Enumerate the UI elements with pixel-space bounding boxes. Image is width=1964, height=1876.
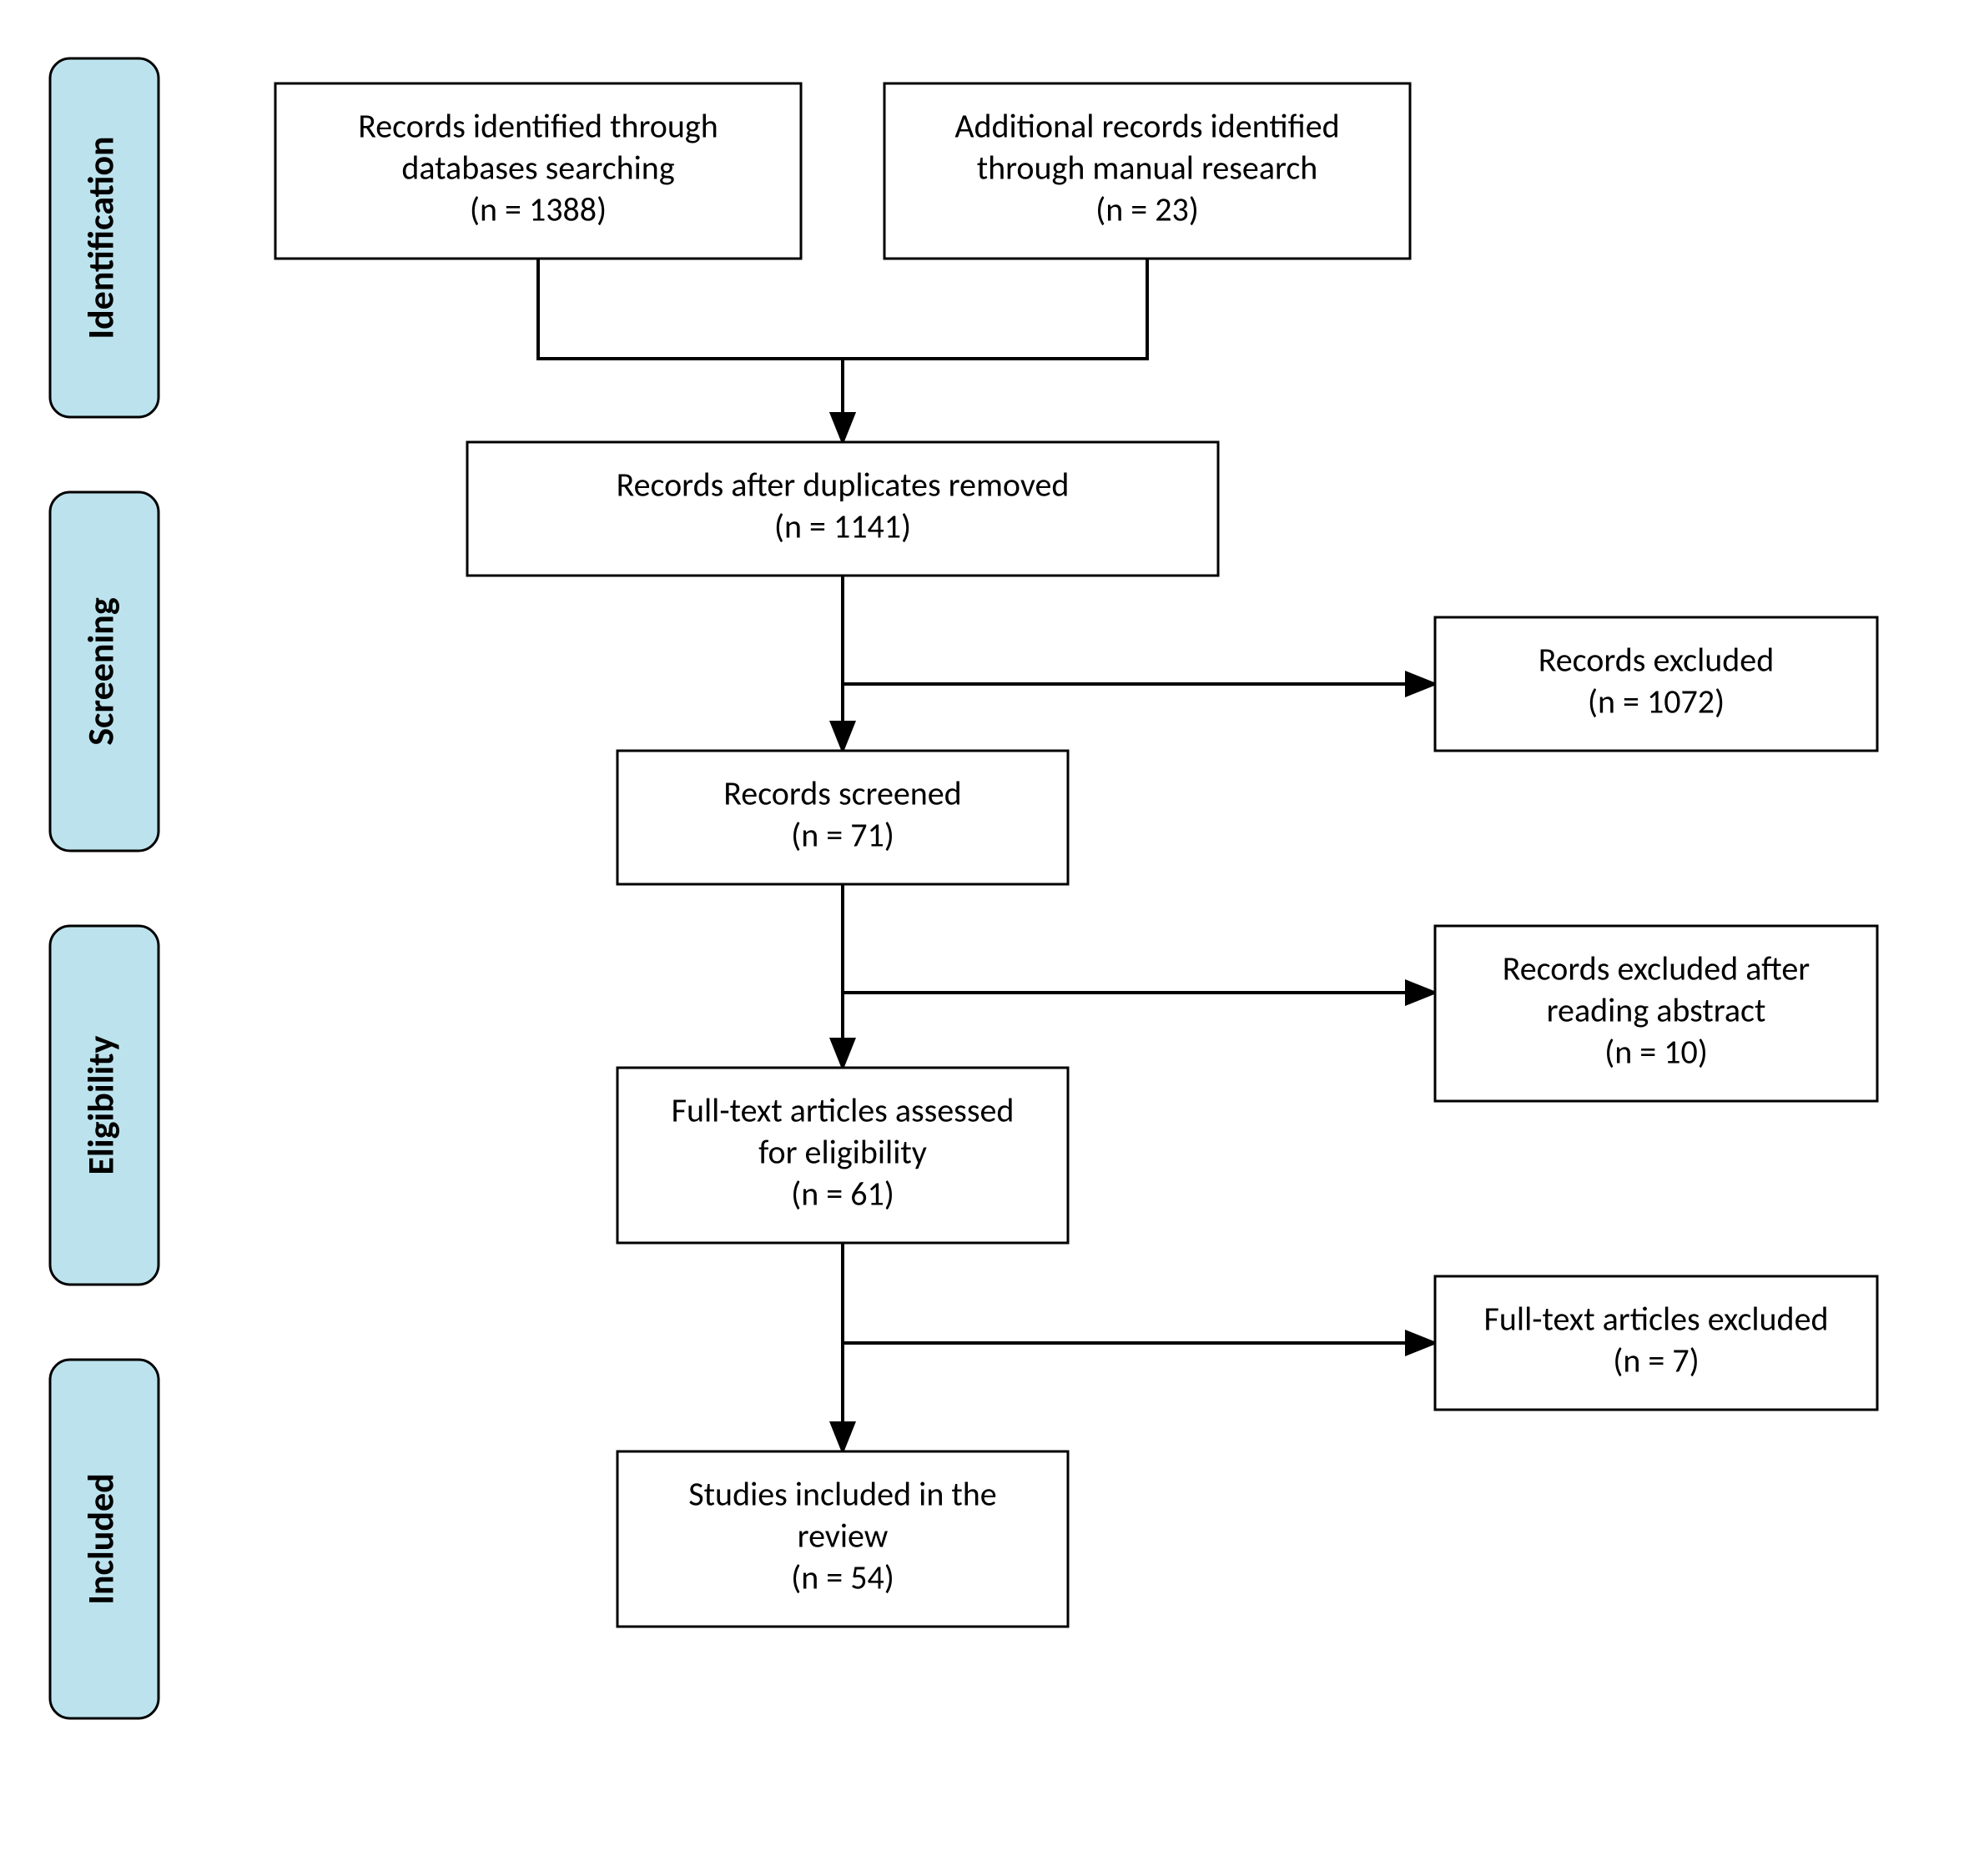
phase-label-identification: Identification [78, 136, 123, 339]
node-db_search-line-1: databases searching [401, 148, 674, 189]
node-excluded_3-line-0: Full-text articles excluded [1484, 1299, 1829, 1340]
node-fulltext-line-1: for eligibility [758, 1132, 927, 1173]
node-screened: Records screened(n = 71) [617, 751, 1068, 884]
node-manual_search-line-2: (n = 23) [1095, 189, 1199, 230]
phase-label-included: Included [78, 1473, 123, 1605]
node-included_n-line-0: Studies included in the [688, 1474, 996, 1515]
node-fulltext-line-2: (n = 61) [791, 1174, 894, 1215]
node-excluded_1-line-0: Records excluded [1538, 640, 1774, 681]
node-after_dup: Records after duplicates removed(n = 114… [467, 442, 1218, 576]
node-included_n: Studies included in thereview(n = 54) [617, 1451, 1068, 1627]
node-manual_search-line-0: Additional records identified [954, 106, 1339, 147]
node-screened-line-1: (n = 71) [791, 815, 894, 856]
node-included_n-line-1: review [798, 1516, 889, 1557]
phase-screening: Screening [50, 492, 159, 851]
arrow-manual_to_dup [843, 259, 1147, 442]
node-excluded_3: Full-text articles excluded(n = 7) [1435, 1276, 1877, 1410]
node-excluded_2-line-1: reading abstract [1547, 990, 1766, 1031]
node-included_n-line-2: (n = 54) [791, 1557, 894, 1598]
arrow-db_to_dup [538, 259, 843, 442]
node-manual_search-line-1: through manual research [977, 148, 1318, 189]
node-excluded_2-line-2: (n = 10) [1604, 1032, 1708, 1073]
node-screened-line-0: Records screened [723, 773, 961, 814]
node-db_search-line-2: (n = 1388) [470, 189, 607, 230]
phase-eligibility: Eligibility [50, 926, 159, 1285]
node-manual_search: Additional records identifiedthrough man… [884, 83, 1410, 259]
node-fulltext: Full-text articles assessedfor eligibili… [617, 1068, 1068, 1243]
node-after_dup-line-1: (n = 1141) [774, 506, 911, 547]
node-excluded_2-line-0: Records excluded after [1503, 948, 1810, 989]
node-excluded_3-line-1: (n = 7) [1613, 1340, 1700, 1381]
phase-identification: Identification [50, 58, 159, 417]
node-excluded_2: Records excluded afterreading abstract(n… [1435, 926, 1877, 1101]
node-db_search: Records identified throughdatabases sear… [275, 83, 801, 259]
node-after_dup-line-0: Records after duplicates removed [617, 465, 1070, 505]
node-fulltext-line-0: Full-text articles assessed [672, 1090, 1015, 1131]
phase-included: Included [50, 1360, 159, 1718]
phase-label-eligibility: Eligibility [78, 1035, 123, 1174]
node-excluded_1-line-1: (n = 1072) [1588, 681, 1725, 722]
node-db_search-line-0: Records identified through [358, 106, 718, 147]
node-excluded_1: Records excluded(n = 1072) [1435, 617, 1877, 751]
phase-label-screening: Screening [78, 597, 123, 746]
